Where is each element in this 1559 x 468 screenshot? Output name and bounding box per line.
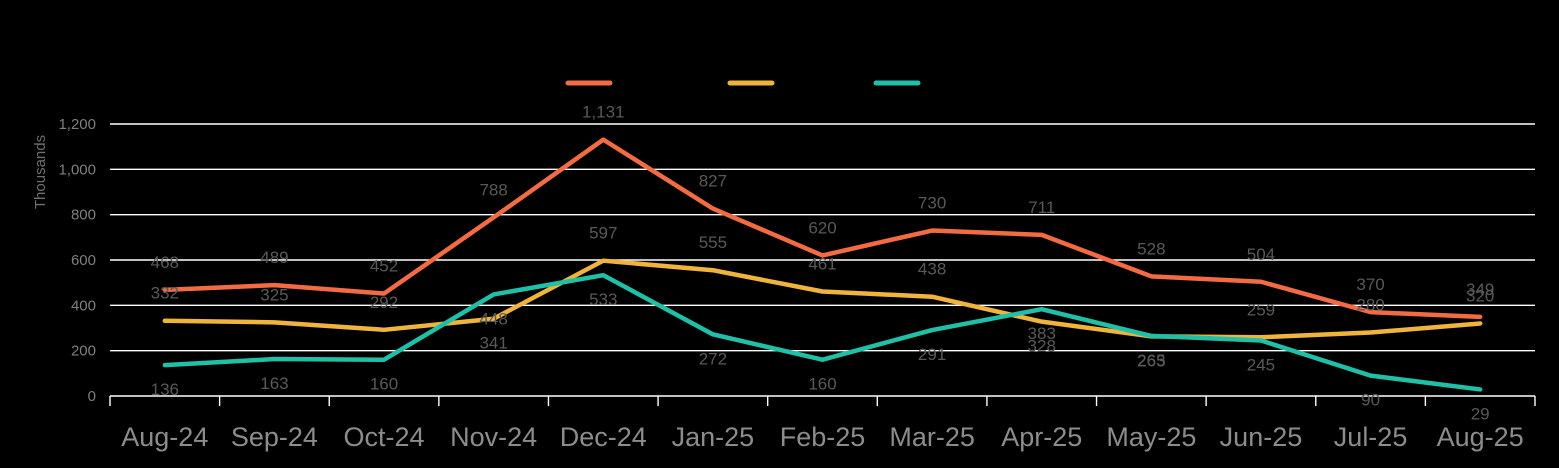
data-label: 325 [260,285,288,304]
x-tick-label: Mar-25 [889,422,975,452]
data-label: 827 [699,172,727,191]
data-label: 292 [370,293,398,312]
data-label: 265 [1137,351,1165,370]
data-label: 461 [808,255,836,274]
x-tick-label: Jul-25 [1334,422,1408,452]
y-tick-label: 600 [71,252,96,269]
data-labels: 468 332 136 489 325 163 452 292 160 788 448 341 1,13… [151,103,1495,424]
data-label: 620 [808,218,836,237]
y-tick-label: 1,000 [58,161,96,178]
y-tick-label: 0 [88,388,96,405]
data-label: 468 [151,253,179,272]
x-axis: Aug-24 Sep-24 Oct-24 Nov-24 Dec-24 Jan-25 Feb-… [109,396,1536,452]
y-tick-label: 800 [71,207,96,224]
y-axis: Thousands 0 200 400 600 800 1,000 1,200 [32,116,96,405]
data-label: 29 [1471,404,1490,423]
x-tick-label: Dec-24 [560,422,647,452]
x-tick-label: Sep-24 [231,422,318,452]
data-label: 528 [1137,239,1165,258]
gridlines [110,123,1535,397]
data-label: 291 [918,345,946,364]
series-lines [162,137,1483,392]
x-tick-label: Jan-25 [672,422,755,452]
data-label: 383 [1028,324,1056,343]
series-line [162,137,1483,320]
data-label: 730 [918,194,946,213]
data-label: 272 [699,349,727,368]
data-label: 555 [699,233,727,252]
data-label: 452 [370,257,398,276]
data-label: 245 [1247,355,1275,374]
y-axis-title: Thousands [32,135,49,209]
data-label: 320 [1466,286,1494,305]
x-tick-label: Aug-24 [121,422,208,452]
data-label: 263 [1137,351,1165,370]
data-label: 280 [1356,296,1384,315]
data-label: 332 [151,284,179,303]
x-tick-label: Nov-24 [450,422,537,452]
data-label: 328 [1028,337,1056,356]
data-label: 163 [260,374,288,393]
data-label: 788 [479,180,507,199]
data-label: 489 [260,248,288,267]
data-label: 711 [1028,198,1055,217]
x-tick-label: May-25 [1106,422,1196,452]
series-line [162,258,1483,340]
x-tick-label: Aug-25 [1437,422,1524,452]
x-tick-label: Jun-25 [1220,422,1303,452]
data-label: 438 [918,260,946,279]
data-label: 504 [1247,245,1275,264]
data-label: 259 [1247,300,1275,319]
data-label: 136 [151,380,179,399]
data-label: 90 [1361,391,1380,410]
y-tick-label: 1,200 [58,116,96,133]
x-tick-label: Oct-24 [344,422,425,452]
x-tick-label: Apr-25 [1001,422,1082,452]
data-label: 533 [589,290,617,309]
data-label: 160 [370,375,398,394]
data-label: 448 [479,309,507,328]
data-label: 349 [1466,280,1494,299]
y-tick-label: 400 [71,297,96,314]
x-tick-label: Feb-25 [780,422,866,452]
data-label: 160 [808,375,836,394]
data-label: 341 [479,334,507,353]
series-line [162,272,1483,392]
y-tick-label: 200 [71,343,96,360]
data-label: 597 [589,224,617,243]
data-label: 1,131 [582,103,625,122]
data-label: 370 [1356,275,1384,294]
